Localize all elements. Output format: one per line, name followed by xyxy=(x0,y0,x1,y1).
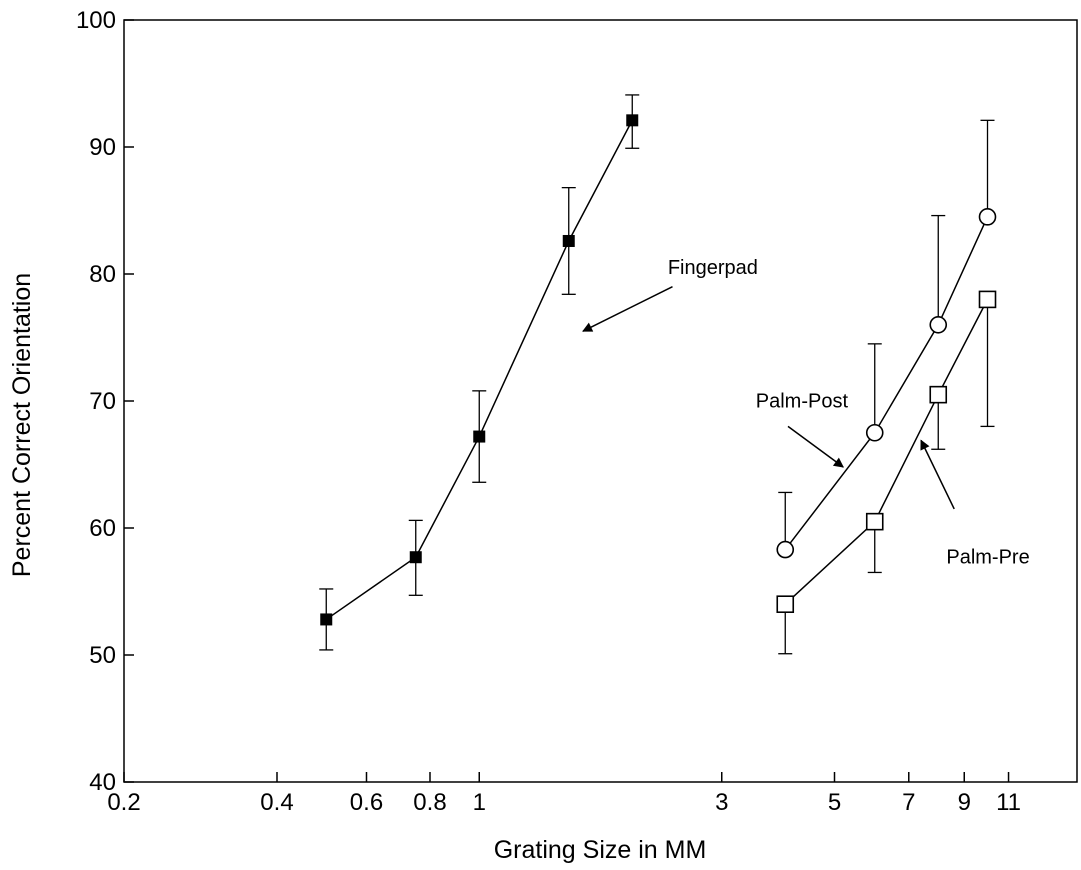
annotation-layer: Fingerpad Palm-Post Palm-Pre xyxy=(582,257,1030,569)
y-axis-ticks: 40 50 60 70 80 90 100 xyxy=(76,7,134,796)
annotation-label-fingerpad: Fingerpad xyxy=(668,257,758,279)
y-tick-label: 60 xyxy=(89,515,116,542)
x-tick-label: 0.8 xyxy=(413,789,446,816)
data-point xyxy=(865,423,884,442)
y-tick-label: 40 xyxy=(89,769,116,796)
data-point xyxy=(626,114,639,127)
x-tick-label: 0.2 xyxy=(107,789,140,816)
data-point xyxy=(929,315,948,334)
y-tick-label: 50 xyxy=(89,642,116,669)
data-point xyxy=(978,208,997,226)
data-point xyxy=(320,613,333,626)
x-tick-label: 0.6 xyxy=(350,789,383,816)
data-point xyxy=(562,234,575,247)
data-point xyxy=(978,290,997,309)
data-point xyxy=(776,595,795,614)
series-fingerpad xyxy=(319,94,640,651)
x-axis-title: Grating Size in MM xyxy=(494,836,707,864)
y-tick-label: 100 xyxy=(76,7,116,34)
y-tick-label: 80 xyxy=(89,261,116,288)
series-line-palm-post xyxy=(784,216,989,551)
annotation-arrow-palm-pre xyxy=(920,439,955,510)
series-palm-pre xyxy=(776,290,997,655)
annotation-arrow-palm-post xyxy=(787,425,844,468)
x-tick-label: 3 xyxy=(715,789,728,816)
y-axis-title: Percent Correct Orientation xyxy=(8,273,36,577)
x-tick-label: 7 xyxy=(902,789,915,816)
data-point xyxy=(409,551,422,564)
data-point xyxy=(473,430,486,443)
series-layer xyxy=(319,94,997,655)
x-axis-ticks: 0.2 0.4 0.6 0.8 1 3 5 7 9 11 xyxy=(107,772,1021,816)
x-tick-label: 9 xyxy=(958,789,971,816)
data-point xyxy=(865,512,884,531)
series-palm-post xyxy=(776,119,997,559)
annotation-label-palm-post: Palm-Post xyxy=(756,390,849,412)
annotation-arrow-fingerpad xyxy=(582,286,673,332)
series-line-fingerpad xyxy=(325,119,633,621)
data-point xyxy=(776,540,795,559)
series-line-palm-pre xyxy=(784,299,989,605)
data-point xyxy=(929,385,948,404)
y-tick-label: 70 xyxy=(89,388,116,415)
x-tick-label: 1 xyxy=(473,789,486,816)
x-tick-label: 0.4 xyxy=(260,789,293,816)
x-tick-label: 11 xyxy=(996,789,1021,816)
y-tick-label: 90 xyxy=(89,134,116,161)
annotation-label-palm-pre: Palm-Pre xyxy=(946,547,1029,569)
x-tick-label: 5 xyxy=(828,789,841,816)
